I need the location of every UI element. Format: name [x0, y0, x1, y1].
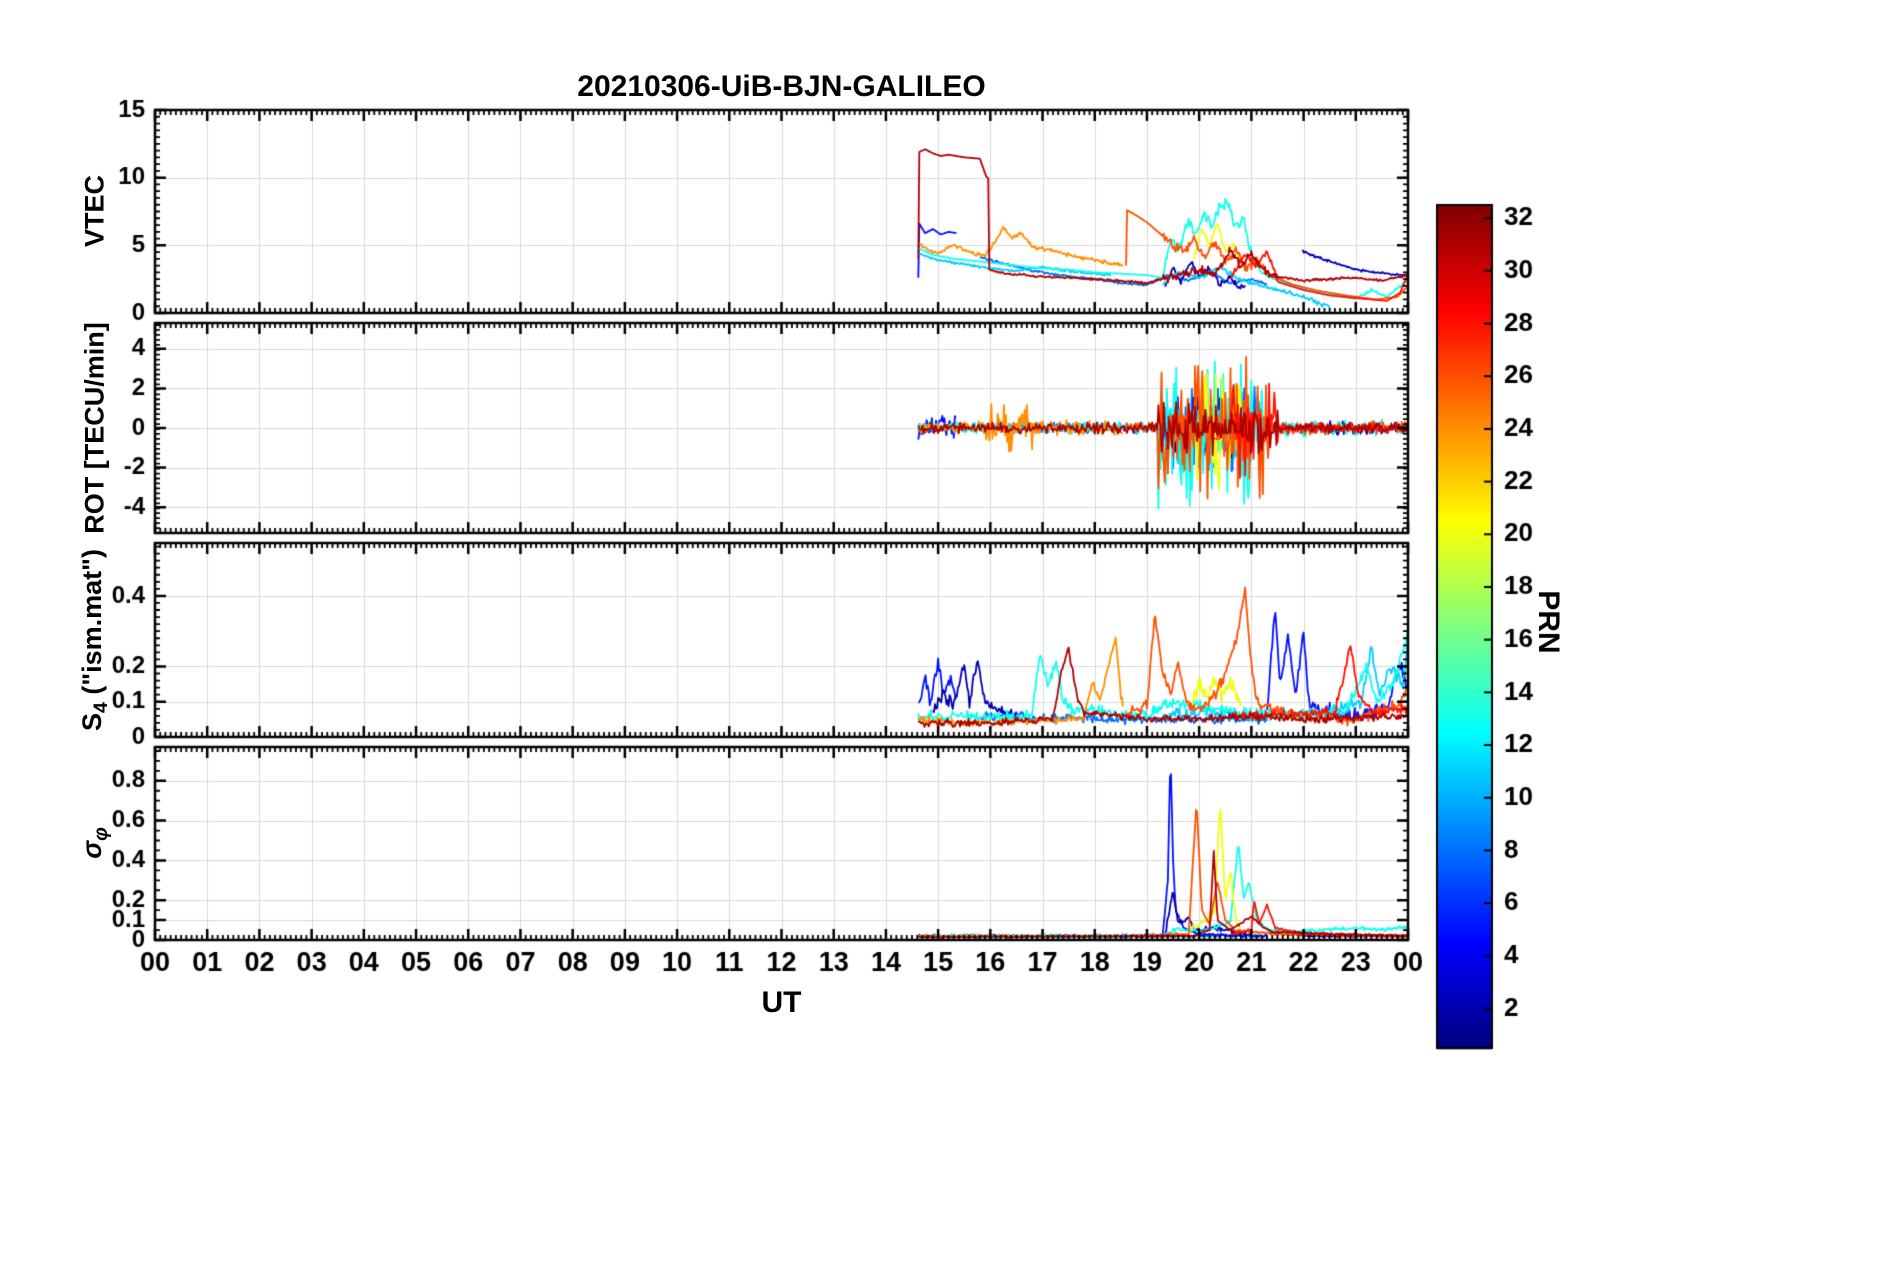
ylabel-vtec: VTEC [80, 175, 111, 247]
colorbar-label: PRN [1532, 590, 1565, 654]
ylabel-s4-sub: 4 [90, 702, 113, 713]
ylabel-rot: ROT [TECU/min] [80, 322, 111, 533]
ylabel-vtec-text: VTEC [79, 174, 110, 248]
ylabel-s4-rest: ("ism.mat") [76, 549, 107, 703]
xlabel-ut: UT [761, 986, 802, 1019]
ylabel-s4: S4 ("ism.mat") [77, 549, 113, 731]
ylabel-sigma-main: σ [76, 840, 107, 859]
chart-title: 20210306-UiB-BJN-GALILEO [577, 70, 986, 103]
ylabel-sigma-sub: φ [90, 827, 113, 841]
ylabel-rot-text: ROT [TECU/min] [79, 322, 110, 534]
ylabel-sigma-phi: σφ [77, 827, 113, 859]
ylabel-s4-main: S [76, 712, 107, 731]
